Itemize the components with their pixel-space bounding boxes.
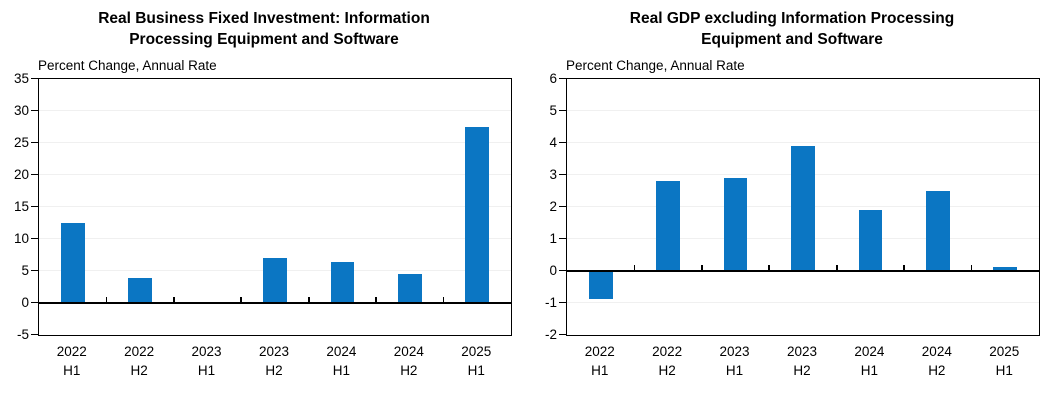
gridline: [567, 302, 1039, 304]
gridline: [567, 142, 1039, 144]
bar-2024-H2: [926, 190, 950, 271]
y-axis-tick: [31, 77, 38, 80]
plot-area: -5 0 5 10 15 20 25 30 35: [14, 71, 512, 342]
zero-line: [39, 301, 511, 304]
chart-panel-gdp: Real GDP excluding Information Processin…: [528, 0, 1056, 404]
bar-2022-H1: [588, 270, 613, 300]
y-tick-label: 1: [549, 230, 557, 246]
x-axis-tick: [970, 264, 973, 271]
y-tick-label: 5: [549, 102, 557, 118]
y-axis-tick: [559, 173, 566, 176]
x-axis-tick: [768, 264, 771, 271]
y-tick-label: 4: [549, 134, 557, 150]
y-tick-label: 3: [549, 166, 557, 182]
y-axis-tick: [31, 237, 38, 240]
y-tick-label: 2: [549, 198, 557, 214]
gridline: [39, 142, 511, 144]
x-tick-label: 2023 H1: [719, 343, 750, 378]
y-tick-label: 5: [21, 262, 29, 278]
y-axis-tick: [559, 333, 566, 336]
y-axis-units-label: Percent Change, Annual Rate: [38, 57, 217, 73]
gridline: [39, 206, 511, 208]
x-axis-tick: [701, 264, 703, 271]
x-axis-tick: [375, 296, 377, 303]
bar-2024-H2: [398, 273, 422, 303]
y-tick-label: -2: [544, 326, 557, 342]
y-tick-label: 0: [21, 294, 29, 310]
y-axis-tick: [31, 205, 38, 208]
y-axis-tick: [31, 141, 38, 144]
chart-panel-investment: Real Business Fixed Investment: Informat…: [14, 10, 512, 380]
x-axis-tick: [633, 264, 636, 271]
x-tick-label: 2022 H1: [56, 343, 87, 378]
bar-2025-H1: [993, 267, 1018, 271]
chart-title: Real GDP excluding Information Processin…: [629, 10, 955, 48]
bar-2024-H1: [330, 261, 355, 303]
y-axis-tick: [559, 109, 566, 112]
x-axis-tick: [173, 296, 175, 303]
x-tick-label: 2022 H2: [124, 343, 155, 378]
bar-2024-H1: [858, 209, 883, 271]
gridline: [39, 238, 511, 240]
x-tick-label: 2023 H1: [191, 343, 222, 378]
bar-2023-H2: [791, 145, 815, 271]
bar-2023-H1: [723, 177, 748, 271]
x-tick-label: 2022 H2: [652, 343, 683, 378]
y-tick-label: 10: [13, 230, 29, 246]
x-tick-label: 2025 H1: [989, 343, 1020, 378]
y-axis-tick: [559, 77, 566, 80]
y-axis-tick: [31, 269, 38, 272]
y-tick-label: 20: [13, 166, 29, 182]
y-tick-label: -5: [16, 326, 29, 342]
y-tick-label: 30: [13, 102, 29, 118]
y-tick-label: 0: [549, 262, 557, 278]
bar-2022-H2: [128, 277, 152, 303]
x-tick-label: 2025 H1: [461, 343, 492, 378]
x-axis-tick: [105, 296, 108, 303]
y-axis-tick: [559, 141, 566, 144]
x-axis-tick: [835, 264, 838, 271]
y-axis-tick: [31, 173, 38, 176]
x-tick-label: 2024 H2: [393, 343, 424, 378]
x-tick-label: 2024 H1: [326, 343, 357, 378]
x-axis-tick: [442, 296, 445, 303]
bar-2022-H2: [656, 180, 680, 271]
x-axis-tick: [903, 264, 905, 271]
y-tick-label: 35: [13, 70, 29, 86]
x-axis-labels: 2022 H1 2022 H2 2023 H1 2023 H2 2024 H1 2024 …: [38, 342, 510, 380]
bar-2025-H1: [465, 126, 490, 303]
y-axis-tick: [31, 333, 38, 336]
y-tick-label: 15: [13, 198, 29, 214]
y-axis-units-label: Percent Change, Annual Rate: [566, 57, 745, 73]
gridline: [39, 110, 511, 112]
y-axis-tick: [559, 301, 566, 304]
x-tick-label: 2024 H2: [921, 343, 952, 378]
x-axis-tick: [307, 296, 310, 303]
y-tick-label: 6: [549, 70, 557, 86]
x-tick-label: 2024 H1: [854, 343, 885, 378]
x-axis-labels: 2022 H1 2022 H2 2023 H1 2023 H2 2024 H1 2024 …: [566, 342, 1038, 380]
zero-line: [567, 269, 1039, 272]
x-axis-tick: [240, 296, 243, 303]
x-tick-label: 2023 H2: [258, 343, 289, 378]
gridline: [39, 174, 511, 176]
bar-2023-H2: [263, 257, 287, 303]
y-axis-tick: [559, 269, 566, 272]
y-axis-tick: [559, 237, 566, 240]
gridline: [567, 110, 1039, 112]
y-axis-tick: [31, 301, 38, 304]
x-tick-label: 2022 H1: [584, 343, 615, 378]
y-tick-label: 25: [13, 134, 29, 150]
y-tick-label: -1: [544, 294, 557, 310]
x-tick-label: 2023 H2: [786, 343, 817, 378]
bar-2022-H1: [60, 223, 85, 303]
y-axis-tick: [559, 205, 566, 208]
chart-title: Real Business Fixed Investment: Informat…: [98, 10, 430, 48]
plot-area: -2 -1 0 1 2 3 4 5 6: [545, 71, 1040, 342]
y-axis-tick: [31, 109, 38, 112]
